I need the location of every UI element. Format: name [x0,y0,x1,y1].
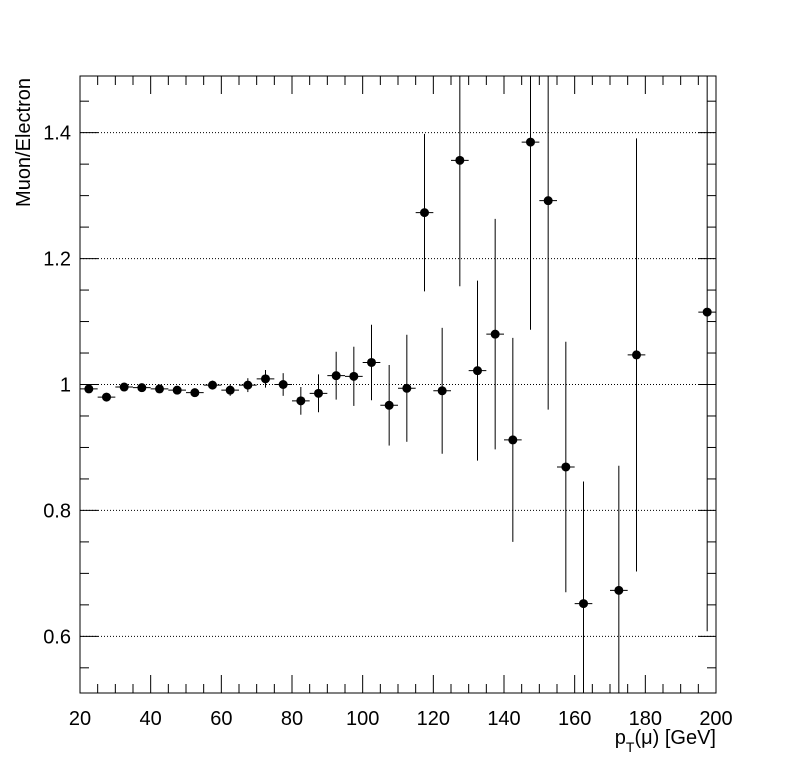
data-point [309,374,328,413]
point-marker [331,371,341,381]
data-point [610,465,628,693]
data-point [150,384,169,394]
point-marker [261,374,270,384]
y-tick-label: 0.8 [43,500,71,522]
point-marker [349,371,359,381]
x-axis-title-base: p [615,727,626,749]
data-point [80,384,98,394]
point-marker [367,357,376,367]
data-point [398,334,416,442]
point-marker [119,382,129,392]
x-tick-label: 100 [346,708,379,730]
point-marker [579,599,588,609]
point-marker [137,383,147,393]
point-marker [561,462,571,472]
point-marker [208,380,217,390]
point-marker [402,383,412,393]
data-point [486,218,504,450]
data-point [133,383,151,393]
point-marker [225,385,235,395]
point-marker [455,155,465,165]
x-tick-label: 180 [629,708,662,730]
x-axis-title-rest: (μ) [GeV] [634,727,716,749]
data-points [80,76,716,693]
data-point [97,392,116,402]
data-point [327,351,345,400]
data-point [256,370,275,388]
data-point [627,138,646,572]
data-point [539,76,557,410]
point-marker [314,388,323,398]
point-marker [490,329,500,339]
data-point [115,382,133,392]
point-marker [296,396,306,406]
data-point [504,337,522,542]
data-point [239,378,257,393]
point-marker [632,350,641,360]
axis-ticks [79,76,717,693]
x-axis-title-subscript: T [626,739,635,755]
data-point [698,76,716,632]
x-tick-label: 60 [210,708,232,730]
data-point [574,481,593,693]
point-marker [508,435,518,445]
point-marker [437,386,447,396]
point-marker [543,196,553,206]
data-point [451,76,469,287]
x-tick-label: 140 [487,708,520,730]
data-point [274,373,292,396]
point-marker [172,385,182,395]
point-marker [702,307,712,317]
y-tick-label: 1.2 [43,249,71,271]
point-marker [84,384,94,394]
x-tick-label: 80 [281,708,303,730]
point-marker [473,366,482,376]
x-axis-title: pT(μ) [GeV] [615,727,716,755]
y-tick-label: 1.4 [43,123,71,145]
data-point [468,280,487,461]
data-point [221,384,239,396]
point-marker [155,384,164,394]
y-axis-title: Muon/Electron [13,78,35,207]
point-marker [526,137,535,147]
data-point [362,324,381,401]
y-tick-label: 1 [60,375,71,397]
point-marker [243,380,253,390]
data-point [203,380,222,390]
point-marker [278,380,288,389]
point-marker [190,388,200,398]
data-point [168,385,186,395]
x-tick-label: 40 [140,708,162,730]
y-tick-label: 0.6 [43,626,71,648]
data-point [380,364,398,446]
data-point [292,387,310,415]
x-tick-label: 200 [699,708,732,730]
point-marker [614,585,624,595]
data-point [557,341,575,593]
data-point [415,133,434,292]
data-point [186,388,204,398]
tick-labels: 20 40 60 80 100 120 140 160 180 200 0.6 0.8 1 1.2 1.4 [43,123,733,730]
data-point [433,327,451,454]
point-marker [102,392,111,402]
x-tick-label: 120 [417,708,450,730]
point-marker [384,400,394,410]
data-point [521,76,540,330]
point-marker [420,208,429,218]
data-point [345,346,363,406]
grid-lines [80,132,716,637]
x-tick-label: 20 [69,708,91,730]
x-tick-label: 160 [558,708,591,730]
